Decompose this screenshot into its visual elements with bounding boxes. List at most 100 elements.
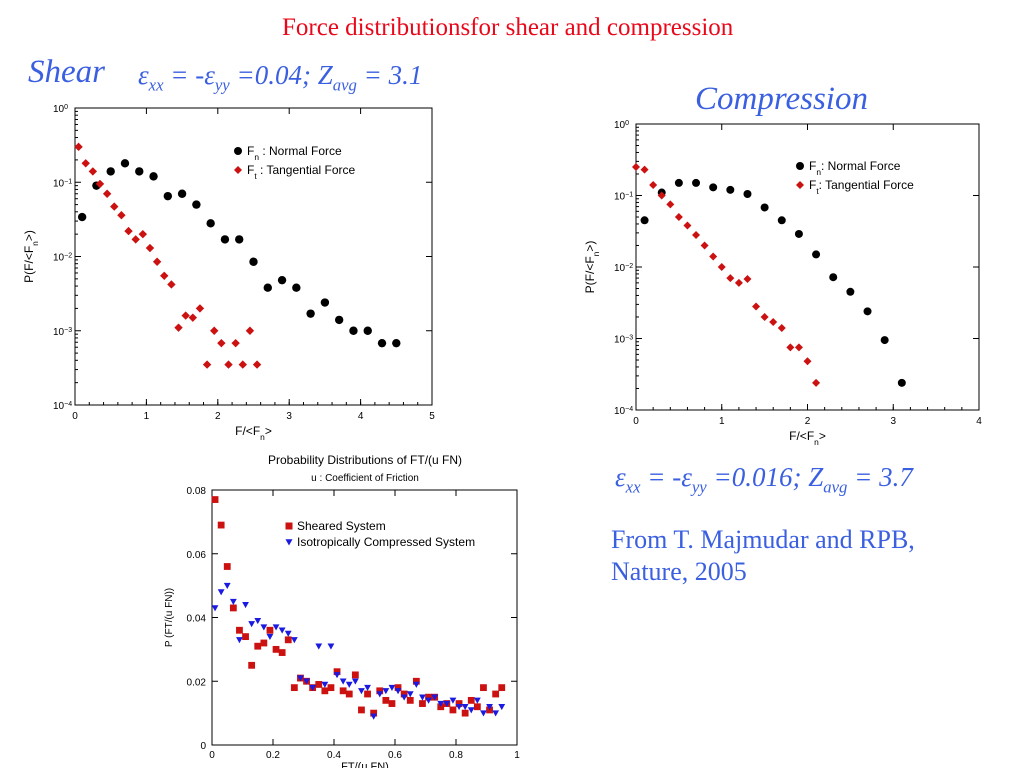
tangential-force-point <box>743 274 752 283</box>
sheared-point <box>315 681 323 688</box>
compressed-point <box>260 624 268 631</box>
normal-force-point <box>692 178 701 187</box>
tangential-force-point <box>649 181 658 190</box>
tangential-force-point <box>188 313 198 322</box>
compressed-point <box>223 582 231 590</box>
tangential-force-point <box>74 142 83 152</box>
x-axis-label: FT/(u FN) <box>341 761 389 768</box>
y-tick-label: 10−4 <box>53 401 72 413</box>
normal-force-point <box>709 183 718 192</box>
normal-force-point <box>640 216 649 225</box>
slide-title: Force distributionsfor shear and compres… <box>282 14 734 41</box>
y-tick-label: 10−3 <box>53 326 72 338</box>
normal-force-point <box>812 250 821 259</box>
sheared-point <box>480 684 487 692</box>
x-tick-label: 0 <box>633 416 639 427</box>
compressed-point <box>461 704 469 711</box>
normal-force-point <box>106 167 115 176</box>
compressed-point <box>425 697 432 704</box>
sheared-point <box>266 626 274 634</box>
compression-heading: Compression <box>695 81 868 117</box>
normal-force-point <box>163 191 173 201</box>
compressed-point <box>486 704 493 711</box>
normal-force-point <box>743 189 752 198</box>
citation: From T. Majmudar and RPB, Nature, 2005 <box>611 524 915 588</box>
tangential-force-point <box>752 302 761 311</box>
y-tick-label: 0.06 <box>187 550 207 561</box>
compressed-point <box>400 694 408 701</box>
normal-force-point <box>206 219 215 228</box>
legend-label: Ft : Tangential Force <box>247 163 356 181</box>
x-tick-label: 2 <box>805 416 811 427</box>
compressed-point <box>443 700 451 707</box>
sheared-point <box>473 703 481 711</box>
tangential-force-point <box>110 202 119 211</box>
compressed-point <box>254 617 262 625</box>
tangential-force-point <box>174 323 183 332</box>
legend-label: Sheared System <box>297 519 386 533</box>
tangential-force-point <box>252 360 262 369</box>
sheared-point <box>498 684 506 692</box>
x-tick-label: 1 <box>514 750 520 761</box>
tangential-force-point <box>202 360 212 369</box>
tangential-force-point <box>726 274 735 283</box>
tangential-force-point <box>760 312 769 321</box>
normal-force-point <box>120 159 130 168</box>
x-tick-label: 1 <box>144 411 150 422</box>
x-tick-label: 0 <box>72 411 78 422</box>
tangential-force-point <box>224 360 233 369</box>
normal-force-point <box>263 283 272 292</box>
compressed-point <box>419 694 426 701</box>
sheared-point <box>327 684 335 692</box>
y-tick-label: 0.08 <box>187 486 207 497</box>
sheared-point <box>351 671 359 679</box>
tangential-force-point <box>195 304 205 313</box>
sheared-point <box>394 684 402 692</box>
normal-force-point <box>349 326 358 335</box>
normal-force-point <box>392 338 401 348</box>
y-tick-label: 10−2 <box>614 263 633 275</box>
tangential-force-point <box>717 263 726 271</box>
compressed-point <box>315 643 323 650</box>
compressed-point <box>290 637 298 644</box>
sheared-point <box>278 649 286 656</box>
legend-marker <box>796 162 804 170</box>
legend-marker <box>285 539 293 546</box>
sheared-point <box>229 604 237 612</box>
sheared-point <box>449 706 457 714</box>
x-tick-label: 0.6 <box>388 750 402 761</box>
compressed-point <box>211 605 219 612</box>
normal-force-point <box>277 275 287 285</box>
normal-force-point <box>135 167 144 176</box>
compressed-point <box>236 637 243 644</box>
sheared-point <box>400 690 408 698</box>
y-axis-label: P (FT/(u FN)) <box>164 588 175 647</box>
compressed-point <box>473 697 481 704</box>
sheared-point <box>419 700 426 707</box>
compressed-point <box>266 633 274 641</box>
x-tick-label: 5 <box>429 411 435 422</box>
x-tick-label: 3 <box>890 416 896 427</box>
sheared-point <box>364 690 371 698</box>
sheared-point <box>260 639 268 647</box>
sheared-point <box>425 693 432 701</box>
sheared-point <box>455 700 463 707</box>
normal-force-point <box>880 336 889 345</box>
sheared-point <box>290 684 298 692</box>
tangential-force-point <box>692 231 701 240</box>
compressed-point <box>327 643 335 650</box>
normal-force-point <box>249 257 258 266</box>
tangential-force-point <box>700 241 709 250</box>
sheared-point <box>217 521 225 529</box>
y-tick-label: 10−4 <box>614 406 633 418</box>
sheared-point <box>461 709 469 717</box>
x-tick-label: 0 <box>209 750 215 761</box>
compressed-point <box>217 589 225 596</box>
sheared-point <box>333 668 341 676</box>
tangential-force-point <box>81 159 90 168</box>
tangential-force-point <box>131 235 140 244</box>
tangential-force-point <box>238 360 247 369</box>
sheared-point <box>284 636 292 644</box>
sheared-point <box>492 690 500 698</box>
